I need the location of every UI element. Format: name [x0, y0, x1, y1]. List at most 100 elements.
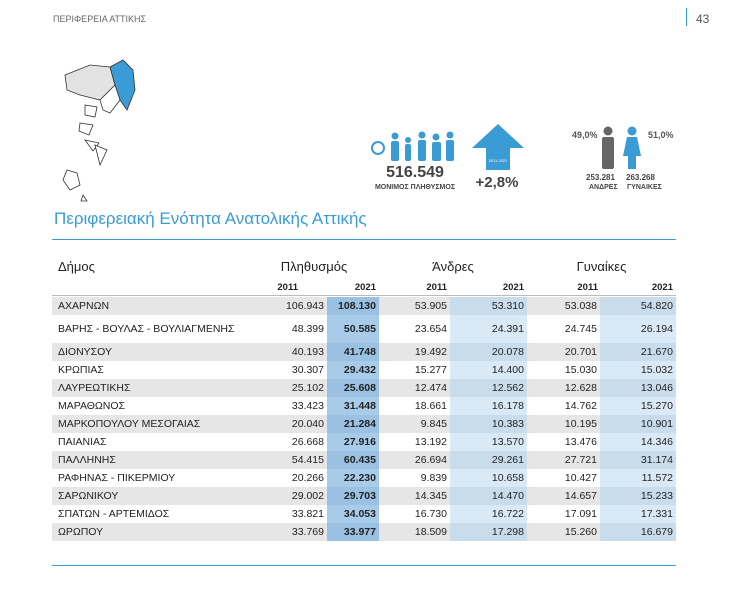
cell: 17.091	[564, 508, 597, 520]
cell: 29.432	[327, 361, 379, 379]
group-header: Δήμος	[58, 259, 95, 274]
rule	[52, 295, 676, 296]
cell: 20.266	[291, 472, 324, 484]
cell: 16.722	[450, 505, 527, 523]
cell: 25.608	[327, 379, 379, 397]
municipality: ΣΑΡΩΝΙΚΟΥ	[52, 487, 251, 505]
cell: 15.032	[600, 361, 676, 379]
cell: 31.448	[327, 397, 379, 415]
municipality: ΑΧΑΡΝΩΝ	[52, 297, 251, 315]
population: 516.549	[386, 164, 444, 181]
municipality: ΒΑΡΗΣ - ΒΟΥΛΑΣ - ΒΟΥΛΙΑΓΜΕΝΗΣ	[58, 322, 235, 335]
women: 263.268	[626, 173, 655, 182]
cell: 9.845	[379, 415, 450, 433]
cell: 12.474	[379, 379, 450, 397]
data-table: ΑΧΑΡΝΩΝ 106.943 108.130 53.905 53.310 53.038 5…	[52, 297, 676, 541]
year: 2021	[502, 282, 524, 293]
cell: 13.476	[564, 436, 597, 448]
cell: 17.331	[600, 505, 676, 523]
cell: 27.916	[327, 433, 379, 451]
group-header: Πληθυσμός	[280, 259, 348, 274]
cell: 12.562	[450, 379, 527, 397]
cell: 13.192	[414, 436, 447, 448]
cell: 26.668	[291, 436, 324, 448]
cell: 18.661	[414, 400, 447, 412]
cell: 24.391	[450, 315, 527, 343]
cell: 14.762	[564, 400, 597, 412]
growth-arrow	[472, 124, 524, 170]
cell: 33.423	[291, 400, 324, 412]
cell: 15.260	[527, 523, 600, 541]
year: 2011	[577, 282, 598, 293]
municipality: ΔΙΟΝΥΣΟΥ	[52, 343, 251, 361]
table-row: ΒΑΡΗΣ - ΒΟΥΛΑΣ - ΒΟΥΛΙΑΓΜΕΝΗΣ 48.399 50.58…	[52, 315, 676, 343]
table-row: ΜΑΡΑΘΩΝΟΣ 33.423 31.448 18.661 16.178 14.762 1…	[52, 397, 676, 415]
cell: 15.233	[600, 487, 676, 505]
cell: 22.230	[327, 469, 379, 487]
cell: 13.570	[450, 433, 527, 451]
cell: 16.679	[600, 523, 676, 541]
cell: 29.703	[327, 487, 379, 505]
cell: 26.694	[379, 451, 450, 469]
cell: 29.261	[450, 451, 527, 469]
cell: 16.178	[450, 397, 527, 415]
cell: 10.658	[450, 469, 527, 487]
cell: 10.383	[450, 415, 527, 433]
cell: 41.748	[327, 343, 379, 361]
group-header: Άνδρες	[432, 259, 474, 274]
cell: 34.053	[327, 505, 379, 523]
men: 253.281	[586, 173, 615, 182]
rule	[52, 565, 676, 566]
table-row: ΠΑΛΛΗΝΗΣ 54.415 60.435 26.694 29.261 27.721 31…	[52, 451, 676, 469]
table-row: ΛΑΥΡΕΩΤΙΚΗΣ 25.102 25.608 12.474 12.562 12.62…	[52, 379, 676, 397]
cell: 20.040	[251, 415, 327, 433]
cell: 18.509	[379, 523, 450, 541]
cell: 14.400	[450, 361, 527, 379]
cell: 106.943	[251, 297, 327, 315]
cell: 14.345	[379, 487, 450, 505]
change: +2,8%	[475, 174, 519, 191]
group-header: Γυναίκες	[576, 259, 627, 274]
cell: 19.492	[379, 343, 450, 361]
year: 2021	[354, 282, 376, 293]
municipality: ΚΡΩΠΙΑΣ	[58, 363, 104, 376]
cell: 50.585	[327, 315, 379, 343]
year: 2021	[651, 282, 673, 293]
cell: 48.399	[291, 323, 324, 335]
cell: 10.427	[564, 472, 597, 484]
rule	[52, 239, 676, 240]
table-row: ΡΑΦΗΝΑΣ - ΠΙΚΕΡΜΙΟΥ 20.266 22.230 9.839 10.6…	[52, 469, 676, 487]
cell: 14.346	[600, 433, 676, 451]
men-share: 49,0%	[572, 130, 598, 140]
cell: 53.905	[379, 297, 450, 315]
cell: 16.730	[414, 508, 447, 520]
table-row: ΔΙΟΝΥΣΟΥ 40.193 41.748 19.492 20.078 20.701 21…	[52, 343, 676, 361]
cell: 15.030	[564, 364, 597, 376]
cell: 14.657	[527, 487, 600, 505]
year: 2011	[426, 282, 447, 293]
cell: 10.901	[600, 415, 676, 433]
cell: 27.721	[527, 451, 600, 469]
municipality: ΩΡΩΠΟΥ	[52, 523, 251, 541]
cell: 20.701	[527, 343, 600, 361]
municipality: ΛΑΥΡΕΩΤΙΚΗΣ	[52, 379, 251, 397]
page-number: 43	[696, 12, 710, 26]
cell: 14.470	[450, 487, 527, 505]
table-row: ΣΠΑΤΩΝ - ΑΡΤΕΜΙΔΟΣ 33.821 34.053 16.730 16.7…	[52, 505, 676, 523]
cell: 53.038	[527, 297, 600, 315]
cell: 40.193	[251, 343, 327, 361]
cell: 26.194	[600, 315, 676, 343]
municipality: ΠΑΙΑΝΙΑΣ	[58, 435, 107, 448]
population-icon	[371, 131, 454, 161]
cell: 54.415	[251, 451, 327, 469]
change-period: 2011-2021	[488, 158, 508, 163]
municipality: ΠΑΛΛΗΝΗΣ	[52, 451, 251, 469]
cell: 11.572	[600, 469, 676, 487]
gender-icons	[602, 126, 641, 169]
section-title: Περιφερειακή Ενότητα Ανατολικής Αττικής	[54, 209, 367, 228]
cell: 20.078	[450, 343, 527, 361]
men-label: ΑΝΔΡΕΣ	[589, 184, 618, 191]
municipality: ΡΑΦΗΝΑΣ - ΠΙΚΕΡΜΙΟΥ	[58, 471, 176, 484]
cell: 21.284	[327, 415, 379, 433]
